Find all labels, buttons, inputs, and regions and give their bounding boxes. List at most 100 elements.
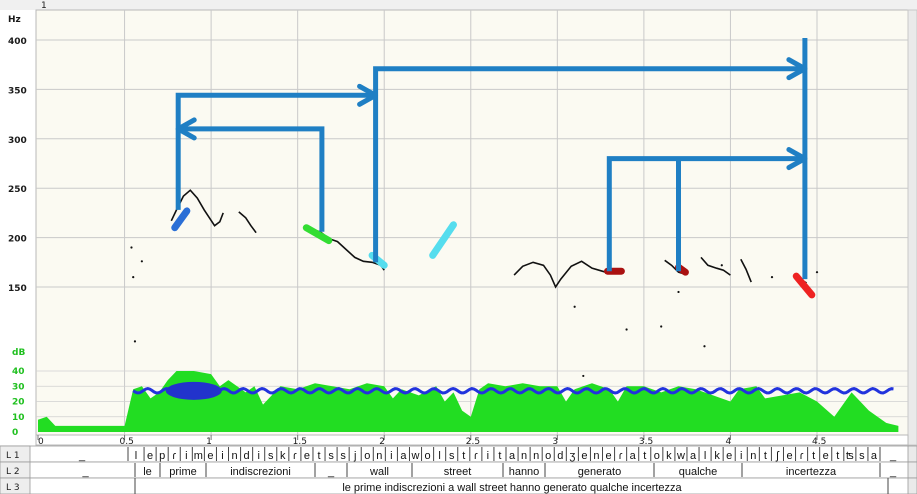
tier-cell: t <box>643 450 646 462</box>
tier-cell: e <box>726 450 732 462</box>
y-tick-label: 300 <box>8 136 27 146</box>
tier-cell: k <box>666 450 672 462</box>
tier-cell: n <box>750 450 756 462</box>
tier-cell: i <box>257 450 259 462</box>
highlight-segment <box>429 221 457 259</box>
tier-cell: a <box>690 450 697 462</box>
scrollbar-right[interactable] <box>907 9 917 446</box>
arrow-line <box>373 66 805 263</box>
tier-cell: wall <box>369 466 389 478</box>
intensity-area <box>38 371 899 432</box>
y-tick-label: 150 <box>8 284 27 294</box>
tier-cell: n <box>533 450 539 462</box>
intensity-envelope <box>38 371 899 432</box>
tier-cell: street <box>444 466 472 478</box>
tier-cell: le <box>143 466 152 478</box>
tier-scroll-box[interactable] <box>907 461 917 479</box>
pitch-segment <box>700 256 731 276</box>
tier-cell: ʦ <box>846 450 854 462</box>
tier-cell: k <box>280 450 286 462</box>
tier-cell: _ <box>889 466 897 478</box>
db-tick-label: 20 <box>12 398 25 408</box>
tier-cell: t <box>498 450 501 462</box>
tier-cell: ʃ <box>775 450 780 462</box>
y-axis-label: Hz <box>8 15 21 25</box>
tier-cell: w <box>411 450 420 462</box>
arrow-line <box>178 126 325 232</box>
tier-cell: a <box>630 450 637 462</box>
tier-cell: i <box>740 450 742 462</box>
x-tick-label: 3 <box>552 437 558 447</box>
y-tick-label: 200 <box>8 235 27 245</box>
tier-cell: n <box>521 450 527 462</box>
arrow-head <box>786 57 808 81</box>
highlight-segment <box>792 272 816 299</box>
tier-cell: ɾ <box>474 450 478 462</box>
tier-cell: o <box>654 450 660 462</box>
tier-label: L 2 <box>6 467 20 477</box>
tier-cell: n <box>231 450 237 462</box>
tier-cell: w <box>676 450 685 462</box>
annotation-tiers: L 1 _ l e p ɾ i m e i n d i s k ɾ e t s s j o n i a w o l s t ɾ i t a n n o d… <box>0 445 917 494</box>
tier-label: L 3 <box>6 483 20 493</box>
tier-scroll-box[interactable] <box>907 477 917 494</box>
pitch-dot <box>132 276 135 279</box>
x-axis-band <box>35 434 909 446</box>
tier-cell: l <box>704 450 706 462</box>
tier-cell: e <box>605 450 611 462</box>
x-tick-label: 1 <box>206 437 212 447</box>
tier-cell: i <box>185 450 187 462</box>
tier-cell: _ <box>889 450 897 462</box>
x-axis: 0 0.5 1 1.5 2 2.5 3 3.5 4 4.5 <box>37 435 826 447</box>
tier-cell: e <box>207 450 213 462</box>
annotation-arrows <box>175 38 808 280</box>
tier-cell: k <box>714 450 720 462</box>
pitch-dot <box>625 328 628 331</box>
tier-cell: a <box>871 450 878 462</box>
db-tick-label: 30 <box>12 382 25 392</box>
y-tick-label: 250 <box>8 185 27 195</box>
pitch-dot <box>130 246 133 249</box>
highlight-segment <box>302 224 333 245</box>
arrow-line <box>175 92 376 210</box>
tier-cell: l <box>438 450 440 462</box>
x-tick-label: 4.5 <box>812 437 826 447</box>
y-axis: 150 200 250 300 350 400 <box>8 37 27 294</box>
tier-cell: e <box>823 450 829 462</box>
tier-cell: o <box>364 450 370 462</box>
tier-cell: t <box>462 450 465 462</box>
tier-cell: incertezza <box>786 466 837 478</box>
tier-cell: s <box>340 450 346 462</box>
tier-cell: e <box>304 450 310 462</box>
pitch-segment <box>513 260 610 289</box>
pitch-dot <box>582 374 585 378</box>
tier-cell: _ <box>327 466 335 478</box>
tier-cell: ɾ <box>172 450 176 462</box>
tier-cell: d <box>557 450 563 462</box>
intensity-peak <box>165 381 222 400</box>
x-tick-label: 1.5 <box>293 437 307 447</box>
db-axis-label: dB <box>12 348 25 358</box>
pitch-dot <box>133 340 137 343</box>
x-tick-label: 0.5 <box>120 437 134 447</box>
x-tick-label: 3.5 <box>639 437 653 447</box>
highlight-segment <box>171 207 191 232</box>
tier-label-box <box>0 477 31 494</box>
db-tick-label: 40 <box>12 367 25 377</box>
tier-cell: s <box>859 450 865 462</box>
tier-row <box>0 445 917 463</box>
tier-cell: i <box>390 450 392 462</box>
db-tick-label: 0 <box>12 428 18 438</box>
arrow-line <box>606 156 805 272</box>
y-tick-label: 350 <box>8 86 27 96</box>
tier-cell: t <box>764 450 767 462</box>
db-axis: 0 10 20 30 40 <box>12 367 25 438</box>
x-tick-label: 0 <box>38 437 44 447</box>
tier-transcript: le prime indiscrezioni a wall street han… <box>342 482 682 494</box>
tier-scroll-box[interactable] <box>907 445 917 463</box>
pitch-dot <box>660 325 663 328</box>
pitch-segment <box>740 258 752 283</box>
tier-cell: ɾ <box>800 450 804 462</box>
tier-cell: m <box>194 450 203 462</box>
